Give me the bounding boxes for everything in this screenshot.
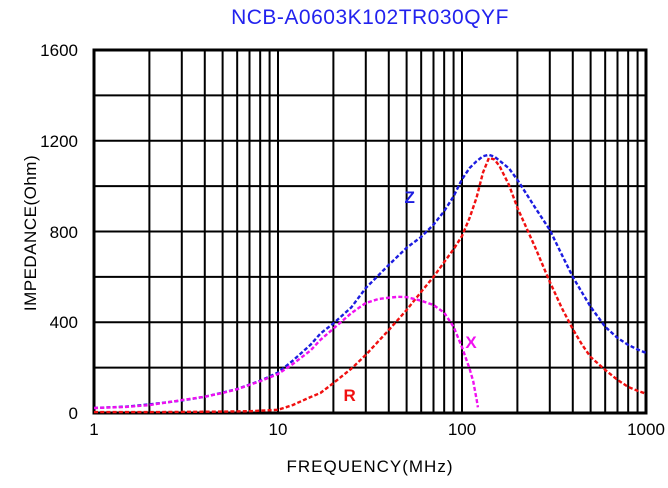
x-tick-label: 1000 [627, 420, 665, 439]
x-tick-label: 10 [268, 420, 288, 439]
y-tick-label: 0 [68, 404, 78, 423]
y-tick-label: 800 [49, 222, 78, 242]
y-tick-label: 1600 [40, 41, 78, 60]
curve-Z [93, 153, 647, 410]
x-tick-label: 100 [447, 420, 477, 439]
plot-frame [92, 48, 648, 415]
y-tick-label: 1200 [40, 131, 78, 151]
chart-title: NCB-A0603K102TR030QYF [231, 6, 509, 29]
series-label-R: R [343, 386, 355, 405]
series-label-X: X [465, 333, 477, 352]
x-axis-label: FREQUENCY(MHz) [286, 457, 454, 476]
x-tick-label: 1 [89, 420, 99, 439]
series-label-Z: Z [405, 188, 415, 207]
y-tick-label: 400 [49, 313, 78, 333]
curve-R [94, 156, 647, 414]
